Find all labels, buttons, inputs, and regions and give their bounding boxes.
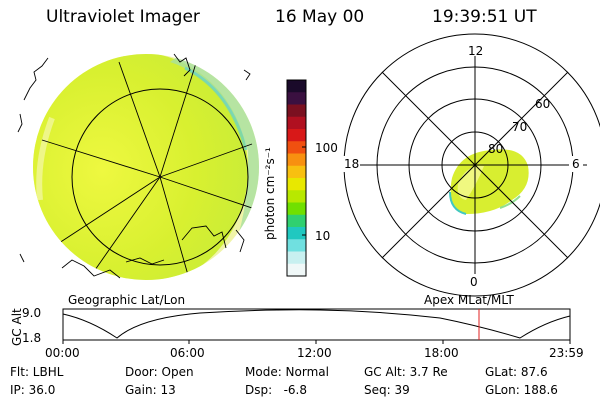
- color-scale-bar: [286, 79, 307, 277]
- colorbar-segment: [287, 92, 306, 105]
- gain-value: Gain: 13: [125, 383, 176, 397]
- gc-alt-min-label: 1.8: [22, 331, 42, 345]
- colorbar-segment: [287, 178, 306, 191]
- colorbar-tick-100: 100: [315, 141, 338, 155]
- colorbar-segment: [287, 153, 306, 167]
- time-tick-1200: 12:00: [297, 346, 332, 360]
- colorbar-segment: [287, 80, 306, 93]
- mlat-label-80: 80: [488, 142, 504, 156]
- time-tick-0600: 06:00: [170, 346, 205, 360]
- mlat-label-60: 60: [535, 97, 551, 111]
- glon-value: GLon: 188.6: [485, 383, 558, 397]
- mlt-label-dawn: 6: [572, 157, 580, 171]
- time-tick-2359: 23:59: [549, 346, 584, 360]
- colorbar-frame: [286, 79, 307, 277]
- door-value: Door: Open: [125, 365, 194, 379]
- time-tick-1800: 18:00: [424, 346, 459, 360]
- seq-value: Seq: 39: [364, 383, 410, 397]
- instrument-title: Ultraviolet Imager: [46, 7, 200, 27]
- mode-value: Mode: Normal: [245, 365, 329, 379]
- ip-value: IP: 36.0: [10, 383, 56, 397]
- colorbar-segment: [287, 239, 306, 252]
- globe-image: [17, 53, 259, 280]
- colorbar-segment: [287, 141, 306, 154]
- observation-date: 16 May 00: [275, 7, 365, 27]
- colorbar-segment: [287, 214, 306, 228]
- dsp-value: Dsp: -6.8: [245, 383, 308, 397]
- polar-grid: [340, 33, 600, 297]
- altitude-plot: [62, 308, 571, 344]
- colorbar-unit-label: photon cm⁻²s⁻¹: [263, 147, 277, 240]
- colorbar-segment: [287, 165, 306, 179]
- gc-alt-max-label: 9.0: [22, 306, 42, 320]
- colorbar-segment: [287, 251, 306, 265]
- colorbar-segment: [287, 129, 306, 142]
- observation-time: 19:39:51 UT: [432, 7, 537, 27]
- glat-value: GLat: 87.6: [485, 365, 548, 379]
- mlat-label-70: 70: [512, 120, 528, 134]
- mlt-label-noon: 12: [468, 44, 484, 58]
- mlt-label-dusk: 18: [344, 157, 360, 171]
- colorbar-segment: [287, 116, 306, 130]
- geographic-panel-label: Geographic Lat/Lon: [68, 293, 186, 307]
- time-tick-0000: 00:00: [45, 346, 80, 360]
- gc-alt-value: GC Alt: 3.7 Re: [364, 365, 448, 379]
- colorbar-segment: [287, 263, 306, 277]
- colorbar-segment: [287, 227, 306, 240]
- colorbar-tick-10: 10: [315, 229, 331, 243]
- mlt-label-midnight: 0: [470, 275, 478, 289]
- colorbar-segment: [287, 202, 306, 216]
- apex-panel-label: Apex MLat/MLT: [424, 293, 514, 307]
- colorbar-segment: [287, 104, 306, 118]
- filter-value: Flt: LBHL: [10, 365, 64, 379]
- colorbar-segment: [287, 190, 306, 203]
